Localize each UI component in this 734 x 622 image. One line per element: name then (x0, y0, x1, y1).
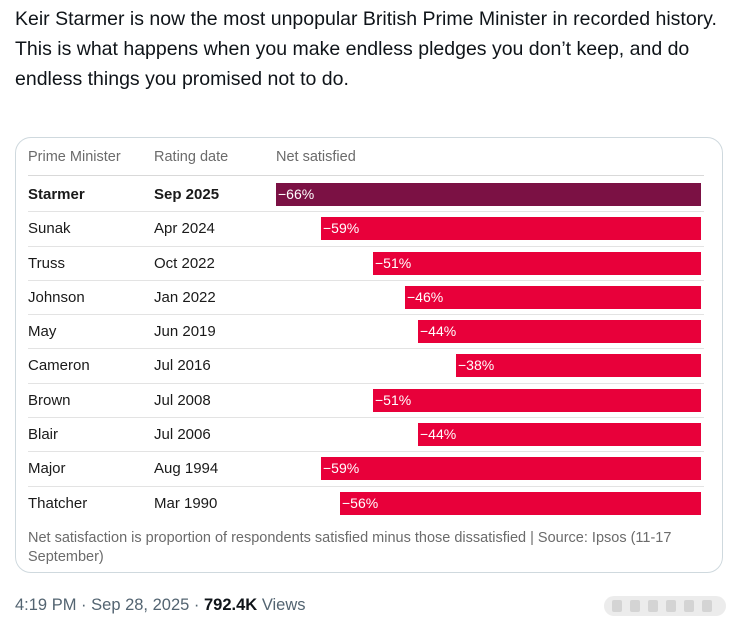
prime-minister-name: Cameron (28, 357, 90, 375)
table-row: Johnson Jan 2022 −46% (16, 281, 722, 316)
meta-separator: · (193, 596, 200, 614)
views-count: 792.4K (204, 596, 258, 614)
net-satisfied-bar: −46% (405, 285, 701, 309)
table-row: Thatcher Mar 1990 −56% (16, 487, 722, 521)
tweet-date[interactable]: Sep 28, 2025 (91, 596, 190, 614)
tweet-line-2: This is what happens when you make endle… (15, 38, 690, 90)
tweet-text: Keir Starmer is now the most unpopular B… (15, 4, 720, 94)
rating-date: Oct 2022 (154, 254, 215, 272)
net-satisfied-bar: −44% (418, 423, 701, 447)
table-row: Cameron Jul 2016 −38% (16, 349, 722, 385)
blurred-action-icon (648, 600, 658, 612)
rating-date: Aug 1994 (154, 460, 219, 478)
rating-date: Apr 2024 (154, 220, 215, 238)
chart-header: Prime Minister Rating date Net satisfied (16, 149, 722, 171)
prime-minister-name: Brown (28, 391, 71, 409)
prime-minister-name: Sunak (28, 220, 71, 238)
table-row: Blair Jul 2006 −44% (16, 418, 722, 453)
net-satisfied-bar: −51% (373, 251, 701, 275)
blurred-action-icon (666, 600, 676, 612)
tweet-time[interactable]: 4:19 PM (15, 596, 77, 614)
table-row: Brown Jul 2008 −51% (16, 384, 722, 419)
net-satisfied-bar: −38% (456, 354, 701, 378)
column-header-prime-minister: Prime Minister (28, 149, 121, 165)
blurred-action-icon (612, 600, 622, 612)
net-satisfied-bar: −56% (340, 491, 701, 515)
chart-rows: Starmer Sep 2025 −66% Sunak Apr 2024 −59% Trus… (16, 178, 722, 521)
rating-date: Jul 2008 (154, 391, 211, 409)
prime-minister-name: Thatcher (28, 494, 88, 512)
net-satisfied-bar: −44% (418, 320, 701, 344)
net-satisfied-bar: −66% (276, 183, 701, 206)
rating-date: Sep 2025 (154, 186, 220, 203)
table-row: Major Aug 1994 −59% (16, 452, 722, 487)
blurred-action-icon (702, 600, 712, 612)
blurred-action-pill (604, 596, 726, 616)
table-row: Starmer Sep 2025 −66% (16, 178, 722, 213)
views-label: Views (261, 596, 306, 614)
header-divider (28, 175, 704, 176)
net-satisfied-bar: −59% (321, 217, 701, 241)
net-satisfied-bar: −51% (373, 388, 701, 412)
prime-minister-name: Truss (28, 254, 65, 272)
meta-separator: · (81, 596, 87, 614)
tweet-meta: 4:19 PM · Sep 28, 2025 · 792.4K Views (15, 596, 306, 615)
rating-date: Jul 2016 (154, 357, 211, 375)
rating-date: Mar 1990 (154, 494, 218, 512)
tweet-line-1: Keir Starmer is now the most unpopular B… (15, 8, 717, 30)
table-row: May Jun 2019 −44% (16, 315, 722, 350)
prime-minister-name: Blair (28, 426, 59, 444)
table-row: Sunak Apr 2024 −59% (16, 212, 722, 247)
rating-date: Jun 2019 (154, 323, 216, 341)
prime-minister-name: Starmer (28, 186, 85, 203)
blurred-action-icon (684, 600, 694, 612)
prime-minister-name: May (28, 323, 57, 341)
prime-minister-name: Major (28, 460, 66, 478)
blurred-action-icon (630, 600, 640, 612)
rating-date: Jan 2022 (154, 288, 216, 306)
column-header-net-satisfied: Net satisfied (276, 149, 356, 165)
rating-date: Jul 2006 (154, 426, 211, 444)
table-row: Truss Oct 2022 −51% (16, 247, 722, 282)
chart-note: Net satisfaction is proportion of respon… (28, 530, 672, 565)
net-satisfied-bar: −59% (321, 457, 701, 481)
column-header-rating-date: Rating date (154, 149, 229, 165)
chart-image-card[interactable]: Prime Minister Rating date Net satisfied… (15, 137, 723, 573)
prime-minister-name: Johnson (28, 288, 85, 306)
